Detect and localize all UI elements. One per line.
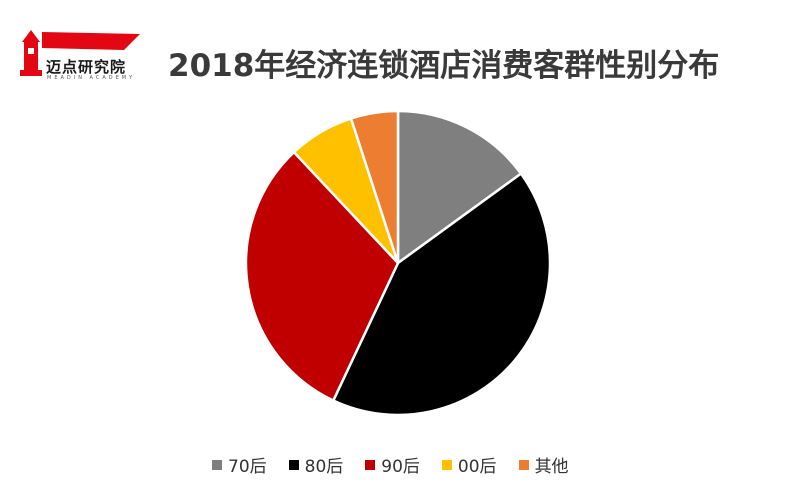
logo-red-banner (42, 32, 140, 50)
logo-subtext: MEADIN ACADEMY (47, 75, 136, 81)
pie-slice-3 (244, 150, 400, 403)
legend-item-3: 90后 (365, 452, 420, 477)
chart-title: 2018年经济连锁酒店消费客群性别分布 (168, 48, 720, 84)
legend-label: 70后 (228, 457, 267, 477)
pie-slice-2 (331, 171, 552, 417)
legend-swatch (518, 459, 529, 470)
legend-label: 90后 (381, 457, 420, 477)
logo-tower-body (24, 42, 38, 70)
legend-item-4: 00后 (441, 452, 497, 477)
legend-item-1: 70后 (212, 452, 267, 477)
legend-label: 其他 (534, 457, 569, 477)
legend-label: 00后 (457, 457, 497, 477)
logo-tower-top (22, 30, 40, 42)
pie-slice-5 (349, 109, 400, 264)
logo-text: 迈点研究院 (46, 58, 127, 76)
legend-swatch (288, 459, 299, 470)
legend-swatch (212, 459, 222, 470)
logo-tower-base (20, 70, 42, 76)
legend-label: 80后 (304, 457, 344, 477)
legend-swatch (365, 459, 376, 470)
brand-logo (20, 30, 140, 76)
chart-legend: 70后 80后 90后 00后 其他 (212, 452, 569, 477)
legend-swatch (441, 459, 452, 470)
logo-tower-window (28, 48, 34, 54)
legend-item-5: 其他 (518, 452, 569, 477)
legend-item-2: 80后 (288, 452, 344, 477)
pie-slice-1 (396, 109, 523, 266)
